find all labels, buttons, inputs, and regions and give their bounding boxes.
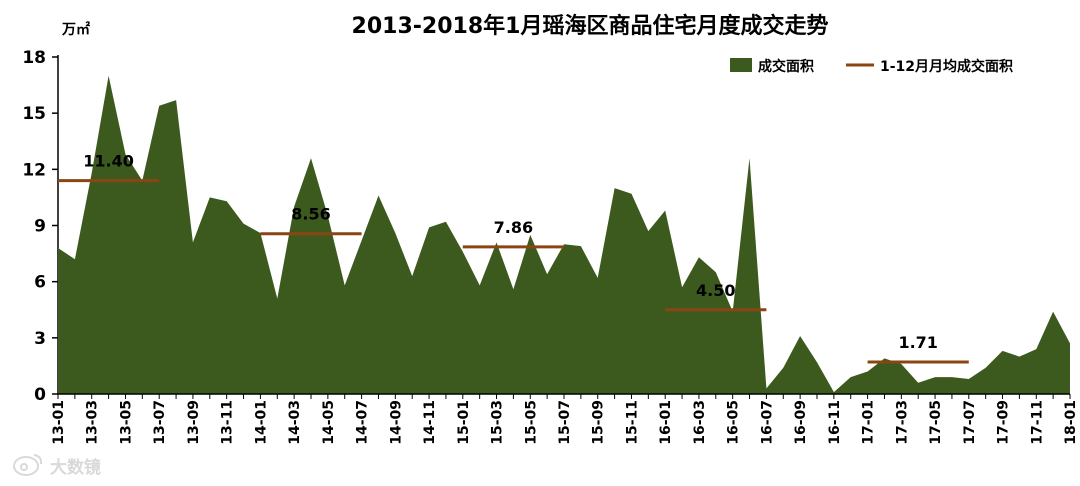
x-tick-label: 15-01: [456, 400, 472, 445]
x-tick-label: 14-05: [321, 400, 337, 445]
y-tick-label: 9: [34, 217, 46, 237]
y-tick-label: 6: [34, 273, 46, 293]
x-tick-label: 13-07: [152, 400, 168, 445]
watermark-text: 大数镜: [50, 457, 101, 478]
unit-label: 万㎡: [61, 21, 90, 38]
y-tick-label: 0: [34, 385, 46, 405]
x-tick-label: 17-07: [962, 400, 978, 445]
y-tick-label: 3: [34, 329, 46, 349]
x-tick-label: 17-09: [996, 400, 1012, 445]
x-tick-label: 16-07: [759, 400, 775, 445]
x-tick-label: 16-09: [793, 400, 809, 445]
x-tick-label: 13-05: [118, 400, 134, 445]
x-tick-label: 15-07: [557, 400, 573, 445]
y-tick-label: 18: [22, 48, 46, 68]
legend: 成交面积 1-12月月均成交面积: [730, 58, 1013, 75]
chart-title: 2013-2018年1月瑶海区商品住宅月度成交走势: [352, 13, 829, 39]
legend-label-area: 成交面积: [758, 58, 814, 75]
x-axis: 13-01 13-03 13-05 13-07 13-09 13-11 14-01 14-03…: [51, 393, 1079, 445]
x-tick-label: 14-09: [388, 400, 404, 445]
y-tick-label: 15: [22, 104, 46, 124]
average-lines: 11.40 8.56 7.86 4.50 1.71: [58, 152, 969, 364]
x-tick-label: 15-03: [490, 400, 506, 445]
x-tick-label: 17-01: [861, 400, 877, 445]
x-tick-label: 15-05: [523, 400, 539, 445]
x-tick-label: 14-07: [355, 400, 371, 445]
x-tick-label: 13-03: [85, 400, 101, 445]
legend-label-average: 1-12月月均成交面积: [880, 58, 1013, 75]
average-label-2015: 7.86: [494, 218, 533, 237]
x-tick-label: 16-03: [692, 400, 708, 445]
x-tick-label: 13-01: [51, 400, 67, 445]
weibo-icon: [13, 454, 43, 476]
x-tick-label: 14-11: [422, 400, 438, 445]
x-tick-label: 16-05: [726, 400, 742, 445]
x-tick-label: 16-01: [658, 400, 674, 445]
x-tick-label: 17-03: [894, 400, 910, 445]
watermark: 大数镜: [13, 454, 101, 478]
x-tick-label: 15-11: [624, 400, 640, 445]
series-area-成交面积: [58, 75, 1070, 394]
y-tick-label: 12: [22, 160, 46, 180]
x-tick-label: 18-01: [1063, 400, 1079, 445]
x-tick-label: 13-11: [220, 400, 236, 445]
average-label-2013: 11.40: [83, 152, 134, 171]
y-axis: 0 3 6 9 12 15 18: [22, 48, 59, 405]
plot-area: [58, 75, 1070, 394]
average-label-2016: 4.50: [696, 281, 735, 300]
x-tick-label: 14-01: [253, 400, 269, 445]
legend-swatch-area: [730, 58, 752, 72]
x-tick-label: 15-09: [591, 400, 607, 445]
x-tick-label: 13-09: [186, 400, 202, 445]
x-tick-label: 17-11: [1029, 400, 1045, 445]
average-label-2014: 8.56: [291, 205, 330, 224]
average-label-2017: 1.71: [898, 333, 937, 352]
x-tick-label: 16-11: [827, 400, 843, 445]
x-tick-label: 14-03: [287, 400, 303, 445]
x-tick-label: 17-05: [928, 400, 944, 445]
